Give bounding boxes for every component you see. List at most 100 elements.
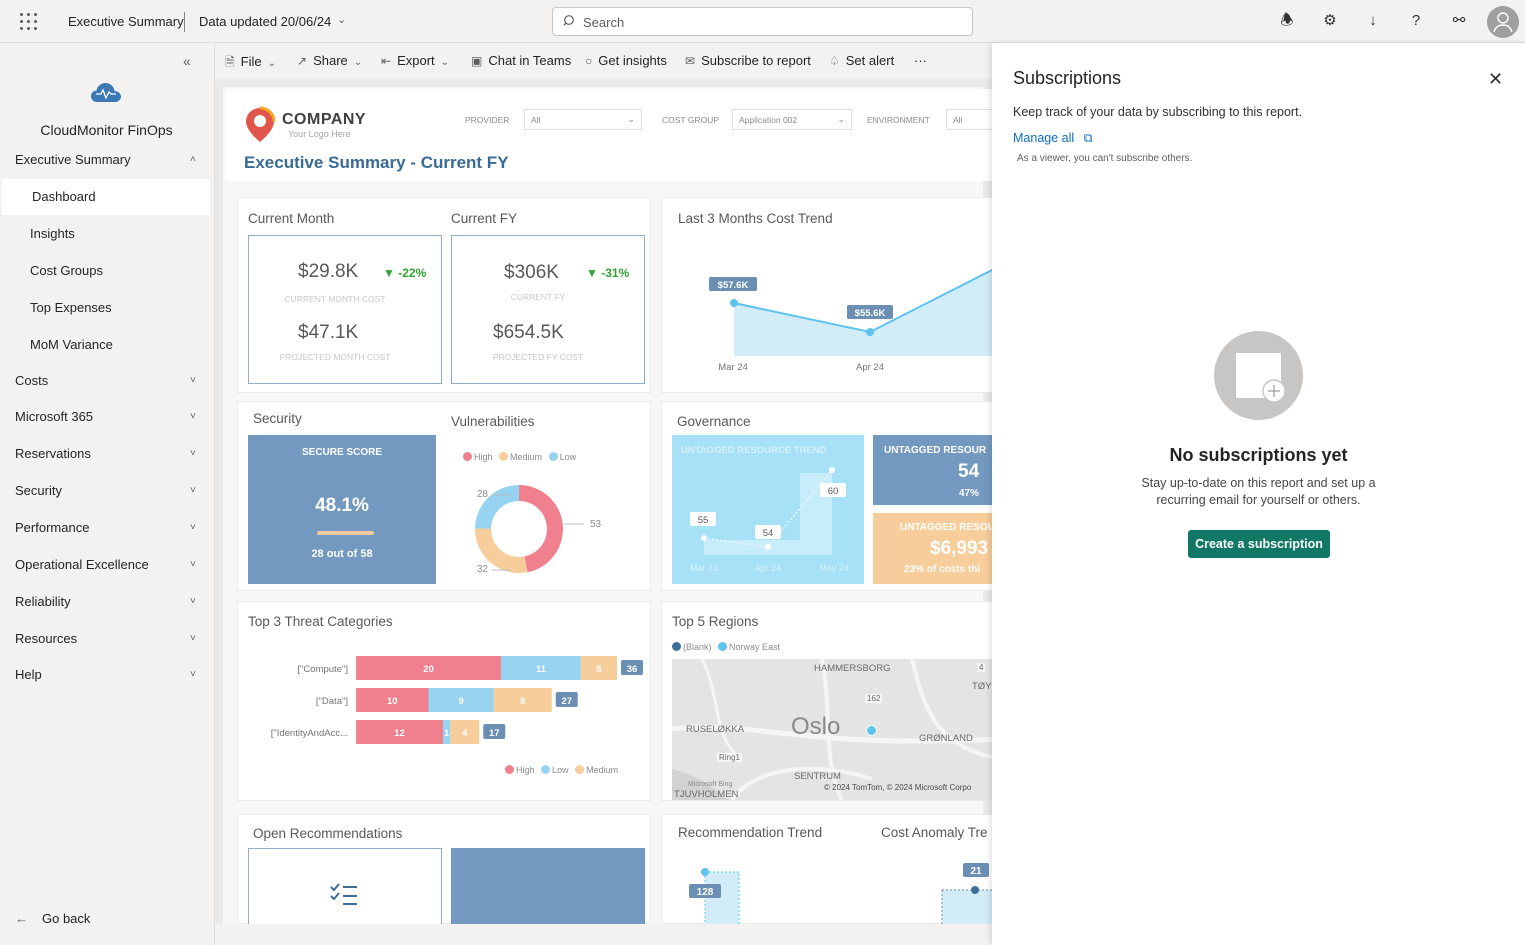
cost-anomaly-label: 21	[970, 866, 982, 877]
checklist-icon	[330, 883, 357, 905]
file-icon: 🗎	[225, 55, 235, 69]
current-fy-delta: ▼ -31%	[586, 266, 629, 280]
untagged-trend-label: 60	[828, 486, 839, 497]
sidebar-item-top-expenses[interactable]: Top Expenses	[0, 290, 213, 326]
bell-icon: ♤	[829, 54, 840, 68]
chat-in-teams-button[interactable]: ▣ Chat in Teams	[471, 53, 571, 68]
gear-icon[interactable]: ⚙	[1323, 12, 1337, 29]
security-title: Security	[253, 411, 302, 426]
legend-label: Medium	[586, 765, 619, 775]
vulnerabilities-donut[interactable]: 53 32 28	[468, 472, 648, 582]
environment-filter[interactable]: All	[946, 109, 992, 130]
chevron-down-icon: ˅	[190, 596, 196, 607]
viewer-note: As a viewer, you can't subscribe others.	[1017, 153, 1193, 164]
share-menu[interactable]: ↗ Share ⌄	[297, 53, 362, 68]
manage-all-link[interactable]: Manage all ⧉	[1013, 131, 1093, 146]
sidebar-item-executive-summary[interactable]: Executive Summary ˄	[0, 142, 213, 178]
current-month-kpi[interactable]: $29.8K ▼ -22% CURRENT MONTH COST $47.1K …	[248, 235, 442, 384]
secure-score-bar	[317, 531, 374, 535]
sidebar-item-help[interactable]: Help ˅	[0, 657, 213, 693]
data-updated-dropdown[interactable]: Data updated 20/06/24	[199, 14, 332, 29]
sidebar-item-operational-excellence[interactable]: Operational Excellence ˅	[0, 547, 213, 583]
get-insights-button[interactable]: ○ Get insights	[585, 53, 667, 68]
chevron-up-icon: ˄	[190, 154, 196, 165]
recommendation-trend-chart[interactable]: 128 21	[662, 815, 992, 924]
donut-value-label: 28	[477, 489, 489, 500]
export-icon: ⇤	[381, 54, 392, 68]
close-icon[interactable]: ✕	[1488, 69, 1504, 89]
search-input[interactable]: Search	[583, 15, 625, 30]
report-page: COMPANY Your Logo Here Executive Summary…	[223, 87, 992, 924]
sidebar-item-reservations[interactable]: Reservations ˅	[0, 436, 213, 472]
donut-value-label: 32	[477, 564, 489, 575]
map-label: RUSELØKKA	[686, 724, 745, 735]
open-recommendations-tile[interactable]	[248, 848, 442, 924]
collapse-sidebar-icon[interactable]: «	[183, 53, 191, 69]
secure-score-count: 28 out of 58	[311, 548, 373, 560]
cost-group-filter[interactable]: Application 002 ⌄	[732, 109, 852, 130]
subscribe-button[interactable]: ✉ Subscribe to report	[685, 53, 811, 68]
cost-anomaly-label-bg	[963, 863, 989, 877]
sidebar-item-costs[interactable]: Costs ˅	[0, 363, 213, 399]
download-icon[interactable]: ↓	[1369, 12, 1377, 29]
go-back-link[interactable]: ← Go back	[15, 911, 90, 926]
untagged-cost-tile[interactable]: UNTAGGED RESOU $6,993 23% of costs thi	[873, 513, 992, 584]
projected-month-label: PROJECTED MONTH COST	[279, 352, 391, 362]
sidebar-item-resources[interactable]: Resources ˅	[0, 621, 213, 657]
avatar[interactable]	[1487, 6, 1519, 38]
map-label: SENTRUM	[794, 771, 841, 782]
provider-filter[interactable]: All ⌄	[524, 109, 642, 130]
sidebar-item-insights[interactable]: Insights	[0, 216, 213, 252]
untagged-trend-tile[interactable]: UNTAGGED RESOURCE TREND 55 54 60 Mar 24 …	[672, 435, 864, 584]
recommendation-trend-label: 128	[697, 887, 714, 898]
sidebar-item-reliability[interactable]: Reliability ˅	[0, 584, 213, 620]
app-launcher-icon[interactable]	[20, 13, 40, 31]
open-recommendations-card: Open Recommendations	[237, 814, 651, 924]
untagged-trend-title: UNTAGGED RESOURCE TREND	[681, 445, 827, 456]
threat-bar-label: 9	[458, 696, 463, 707]
sidebar-item-cost-groups[interactable]: Cost Groups	[0, 253, 213, 289]
threat-total-badge	[555, 692, 578, 707]
bell-icon[interactable]: 🕭	[1280, 12, 1294, 29]
bing-logo: Microsoft Bing	[688, 781, 733, 788]
sidebar-item-dashboard[interactable]: Dashboard	[2, 179, 210, 215]
chevron-down-icon[interactable]: ⌄	[337, 14, 347, 26]
help-icon[interactable]: ?	[1411, 12, 1421, 29]
region-marker[interactable]	[866, 725, 877, 736]
map-road-badge: 4	[977, 663, 986, 672]
sidebar-item-microsoft-365[interactable]: Microsoft 365 ˅	[0, 399, 213, 435]
more-options-button[interactable]: ···	[914, 53, 927, 68]
empty-state-title: No subscriptions yet	[1169, 445, 1348, 465]
search-box[interactable]: Search	[552, 7, 973, 36]
cost-anomaly-title: Cost Anomaly Tre	[881, 825, 988, 840]
export-menu[interactable]: ⇤ Export ⌄	[381, 53, 449, 68]
file-menu[interactable]: 🗎 File ⌄	[225, 53, 276, 74]
create-subscription-button[interactable]: Create a subscription	[1188, 530, 1330, 558]
legend-label: Low	[552, 765, 569, 775]
share-feedback-icon[interactable]: ⚯	[1452, 12, 1466, 29]
threat-categories-chart[interactable]: ["Compute"] 20 11 5 36 ["Data"] 10 9 8 27 ["Identi…	[238, 602, 652, 802]
chevron-down-icon: ⌄	[837, 114, 845, 124]
untagged-trend-label-bg	[820, 483, 846, 497]
untagged-cost-sub: 23% of costs thi	[904, 564, 981, 575]
legend-dot	[672, 642, 681, 651]
current-month-delta-value: -22%	[398, 266, 427, 280]
set-alert-button[interactable]: ♤ Set alert	[829, 53, 894, 68]
sidebar-item-performance[interactable]: Performance ˅	[0, 510, 213, 546]
report-toolbar: 🗎 File ⌄ ↗ Share ⌄ ⇤ Export ⌄ ▣ Chat in Teams ○…	[215, 43, 992, 79]
regions-map[interactable]: HAMMERSBORG TØY RUSELØKKA Oslo GRØNLAND …	[672, 659, 992, 800]
get-insights-label: Get insights	[598, 53, 667, 68]
cost-trend-chart[interactable]: $57.6K $55.6K Mar 24 Apr 24	[662, 198, 992, 394]
untagged-resources-pct: 47%	[959, 488, 980, 499]
sidebar-item-mom-variance[interactable]: MoM Variance	[0, 327, 213, 363]
current-fy-kpi[interactable]: $306K ▼ -31% CURRENT FY $654.5K PROJECTE…	[451, 235, 645, 384]
secure-score-tile[interactable]: SECURE SCORE 48.1% 28 out of 58	[248, 435, 436, 584]
horizontal-scrollbar[interactable]	[215, 924, 992, 945]
report-header: COMPANY Your Logo Here Executive Summary…	[225, 89, 992, 181]
untagged-resources-tile[interactable]: UNTAGGED RESOUR 54 47%	[873, 435, 992, 505]
teams-icon: ▣	[471, 54, 483, 68]
open-recommendations-summary-tile[interactable]	[451, 848, 645, 924]
sidebar-item-security[interactable]: Security ˅	[0, 473, 213, 509]
panel-description: Keep track of your data by subscribing t…	[1013, 105, 1303, 119]
chevron-down-icon: ˅	[190, 485, 196, 496]
